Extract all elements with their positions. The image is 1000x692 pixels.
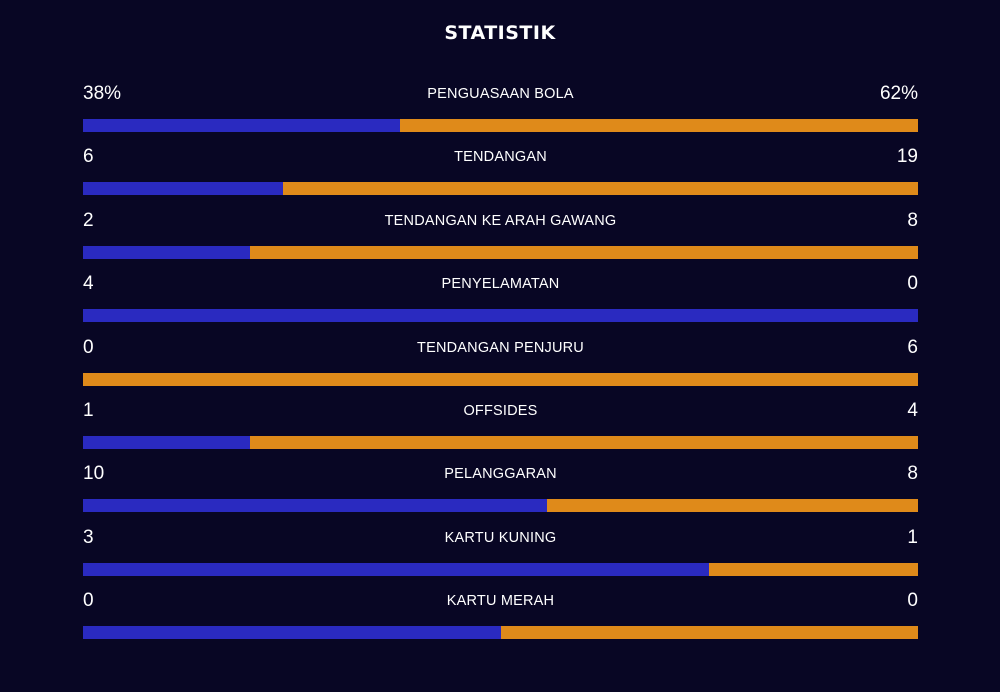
away-bar: [83, 372, 918, 386]
away-bar: [283, 182, 918, 196]
stat-label: KARTU MERAH: [446, 593, 555, 610]
away-bar: [400, 119, 918, 132]
stat-header: 6 TENDANGAN 19: [83, 143, 918, 169]
home-bar: [83, 435, 250, 449]
home-bar: [83, 562, 710, 576]
away-value: 19: [896, 146, 918, 168]
stat-row: 3 KARTU KUNING 1: [83, 524, 918, 587]
stat-bar: [83, 562, 918, 576]
stat-header: 1 OFFSIDES 4: [83, 397, 918, 423]
stat-header: 10 PELANGGARAN 8: [83, 460, 918, 486]
stat-header: 0 KARTU MERAH 0: [83, 587, 918, 613]
stat-row: 0 TENDANGAN PENJURU 6: [83, 334, 918, 397]
away-value: 0: [907, 590, 918, 612]
away-bar: [500, 626, 918, 640]
away-value: 8: [907, 463, 918, 485]
stat-row: 38% PENGUASAAN BOLA 62%: [83, 80, 918, 143]
stat-label: TENDANGAN: [454, 149, 547, 166]
home-value: 6: [83, 146, 94, 168]
away-value: 8: [907, 209, 918, 231]
home-bar: [83, 182, 284, 196]
stat-header: 38% PENGUASAAN BOLA 62%: [83, 80, 918, 106]
home-value: 3: [83, 526, 94, 548]
home-bar: [83, 309, 918, 323]
stat-label: PENGUASAAN BOLA: [427, 86, 574, 102]
away-bar: [250, 435, 918, 449]
home-bar: [83, 626, 501, 640]
home-bar: [83, 119, 401, 132]
stat-row: 6 TENDANGAN 19: [83, 143, 918, 206]
stat-row: 0 KARTU MERAH 0: [83, 587, 918, 650]
stat-bar: [83, 245, 918, 259]
stat-row: 10 PELANGGARAN 8: [83, 460, 918, 523]
home-value: 4: [83, 273, 94, 295]
stat-row: 1 OFFSIDES 4: [83, 397, 918, 460]
stat-header: 3 KARTU KUNING 1: [83, 524, 918, 550]
stat-label: PENYELAMATAN: [441, 276, 560, 293]
stat-bar: [83, 372, 918, 386]
home-value: 0: [83, 590, 94, 612]
away-bar: [250, 245, 918, 259]
stat-row: 4 PENYELAMATAN 0: [83, 270, 918, 333]
stat-row: 2 TENDANGAN KE ARAH GAWANG 8: [83, 207, 918, 270]
away-value: 6: [907, 336, 918, 358]
away-value: 4: [907, 399, 918, 421]
stat-bar: [83, 626, 918, 640]
home-value: 1: [83, 399, 94, 421]
stat-label: TENDANGAN KE ARAH GAWANG: [384, 212, 617, 229]
stat-label: OFFSIDES: [463, 402, 538, 419]
away-value: 1: [907, 526, 918, 548]
away-bar: [546, 499, 918, 513]
chart-title: STATISTIK: [444, 22, 556, 44]
away-value: 62%: [879, 83, 918, 104]
home-bar: [83, 245, 250, 259]
stat-bar: [83, 499, 918, 513]
stat-header: 2 TENDANGAN KE ARAH GAWANG 8: [83, 207, 918, 233]
stat-bar: [83, 309, 918, 323]
home-value: 0: [83, 336, 94, 358]
stat-label: TENDANGAN PENJURU: [417, 339, 584, 356]
home-value: 2: [83, 209, 94, 231]
away-value: 0: [907, 273, 918, 295]
stat-bar: [83, 435, 918, 449]
stat-label: KARTU KUNING: [444, 529, 557, 546]
away-bar: [709, 562, 918, 576]
stat-bar: [83, 182, 918, 196]
stat-header: 0 TENDANGAN PENJURU 6: [83, 334, 918, 360]
home-value: 10: [83, 463, 105, 485]
stat-label: PELANGGARAN: [444, 466, 557, 483]
stats-list: 38% PENGUASAAN BOLA 62% 6 TENDANGAN 19 2 TENDAN…: [83, 80, 918, 651]
home-bar: [83, 499, 547, 513]
stat-header: 4 PENYELAMATAN 0: [83, 270, 918, 296]
stat-bar: [83, 119, 918, 132]
home-value: 38%: [83, 83, 122, 104]
